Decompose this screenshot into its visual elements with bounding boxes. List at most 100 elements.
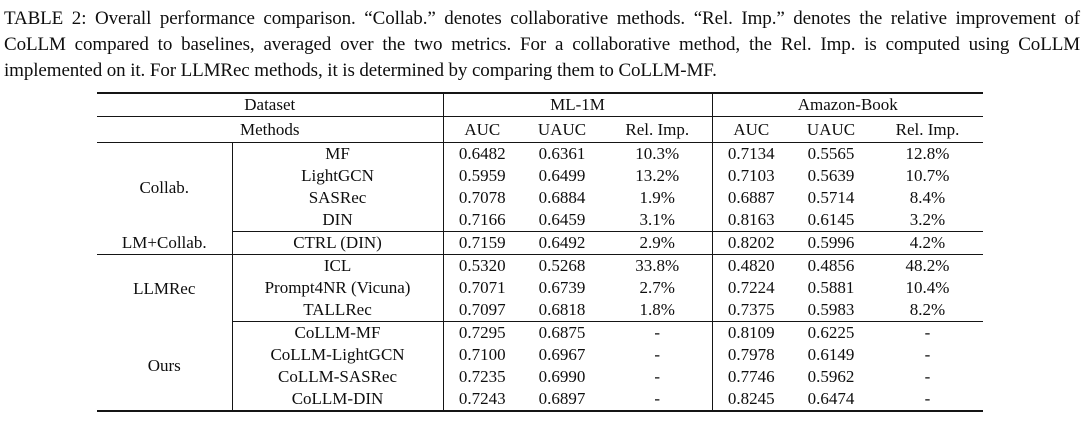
metric-cell: 0.5714 [807,188,855,208]
metric-cell: 0.5881 [807,278,855,298]
method-cell: LightGCN [231,165,444,188]
metric-cell: - [924,367,931,387]
metric-cell: 0.6492 [521,231,604,256]
metric-cell: 0.6149 [807,345,855,365]
amazon-uauc-header: UAUC [790,116,873,144]
metric-cell: 0.7295 [442,321,522,345]
metric-cell: 33.8% [635,256,680,276]
metric-cell: 0.7078 [442,187,522,210]
method-cell: CoLLM-LightGCN [231,344,444,367]
ml1m-relimp-header: Rel. Imp. [603,116,713,144]
metric-cell: 0.5320 [442,254,522,278]
metric-cell: - [654,323,661,343]
metric-cell: 0.5639 [807,166,855,186]
header-row-metrics: Methods AUC UAUC Rel. Imp. AUC UAUC Rel.… [97,116,984,144]
group-cell-collab: Collab. [139,177,190,197]
group-cell-llmrec: LLMRec [133,278,196,298]
metric-cell: 0.5996 [790,231,873,256]
metric-cell: 0.7978 [711,344,791,367]
table-row: TALLRec 0.7097 0.6818 1.8% 0.7375 0.5983… [97,299,984,323]
table-row: DIN 0.7166 0.6459 3.1% 0.8163 0.6145 3.2… [97,209,984,233]
metric-cell: 0.6990 [538,367,586,387]
table-row: CoLLM-SASRec 0.7235 0.6990 - 0.7746 0.59… [97,366,983,389]
table-row: SASRec 0.7078 0.6884 1.9% 0.6887 0.5714 … [97,187,983,210]
metric-cell: 0.6225 [807,323,855,343]
group-cell-lm-collab: LM+Collab. [97,231,232,256]
metric-cell: 0.4856 [807,256,855,276]
metric-cell: 0.7224 [711,277,791,300]
metric-cell: 10.4% [905,278,950,298]
group-cell-ours: Ours [147,356,181,376]
metric-cell: 0.7103 [711,165,791,188]
metric-cell: 1.9% [639,188,675,208]
metric-cell: 0.6875 [538,323,586,343]
metric-cell: 0.7071 [442,277,522,300]
method-cell: CoLLM-SASRec [231,366,444,389]
metric-cell: - [654,367,661,387]
metric-cell: 8.2% [872,299,984,323]
metric-cell: 0.5268 [538,256,586,276]
table-row: Ours CoLLM-MF 0.7295 0.6875 - 0.8109 0.6… [97,321,983,375]
metric-cell: 0.6897 [538,389,586,409]
metric-cell: - [654,389,661,409]
metric-cell: 2.7% [639,278,675,298]
table-row: LLMRec ICL 0.5320 0.5268 33.8% 0.4820 0.… [97,254,983,298]
metric-cell: 0.8109 [711,321,791,345]
metric-cell: 0.5962 [807,367,855,387]
metric-cell: 0.7243 [442,388,522,412]
methods-header-cell: Methods [97,116,444,144]
metric-cell: 0.6145 [790,209,873,233]
table-row: LightGCN 0.5959 0.6499 13.2% 0.7103 0.56… [97,165,983,188]
metric-cell: - [924,389,931,409]
metric-cell: 2.9% [603,231,713,256]
metric-cell: 10.3% [635,144,680,164]
table-caption: TABLE 2: Overall performance comparison.… [4,8,1080,81]
amazon-book-group-header: Amazon-Book [711,93,984,118]
table-row: LM+Collab. CTRL (DIN) 0.7159 0.6492 2.9%… [97,231,984,256]
metric-cell: 4.2% [872,231,984,256]
metric-cell: 0.6482 [442,142,522,166]
metric-cell: 0.7375 [711,299,791,323]
metric-cell: 48.2% [905,256,950,276]
amazon-relimp-header: Rel. Imp. [872,116,984,144]
metric-cell: 0.8163 [711,209,791,233]
metric-cell: 0.6967 [538,345,586,365]
metric-cell: 3.1% [603,209,713,233]
method-cell: ICL [231,254,444,278]
metric-cell: 0.6887 [711,187,791,210]
metric-cell: 0.6361 [538,144,586,164]
metric-cell: 0.7235 [442,366,522,389]
metric-cell: 0.5959 [442,165,522,188]
method-cell: CTRL (DIN) [231,231,444,256]
metric-cell: 0.6818 [521,299,604,323]
method-cell: DIN [231,209,444,233]
metric-cell: 13.2% [635,166,680,186]
metric-cell: 0.6499 [538,166,586,186]
performance-comparison-table: Dataset ML-1M Amazon-Book Methods AUC UA… [97,92,984,413]
method-cell: MF [231,142,444,166]
metric-cell: 0.8202 [711,231,791,256]
metric-cell: 0.7746 [711,366,791,389]
method-cell: CoLLM-DIN [231,388,444,412]
table-row: Prompt4NR (Vicuna) 0.7071 0.6739 2.7% 0.… [97,277,983,300]
metric-cell: 1.8% [603,299,713,323]
header-row-dataset: Dataset ML-1M Amazon-Book [97,93,984,118]
metric-cell: 0.8245 [711,388,791,412]
metric-cell: 0.5565 [807,144,855,164]
metric-cell: 0.7166 [442,209,522,233]
method-cell: Prompt4NR (Vicuna) [231,277,444,300]
metric-cell: 0.5983 [790,299,873,323]
metric-cell: - [654,345,661,365]
ml1m-auc-header: AUC [442,116,522,144]
method-cell: CoLLM-MF [231,321,444,345]
metric-cell: 0.4820 [711,254,791,278]
table-row: Collab. MF 0.6482 0.6361 10.3% 0.7134 0.… [97,142,983,197]
table-row: CoLLM-DIN 0.7243 0.6897 - 0.8245 0.6474 … [97,388,983,412]
metric-cell: - [924,345,931,365]
ml1m-uauc-header: UAUC [521,116,604,144]
table-row: CoLLM-LightGCN 0.7100 0.6967 - 0.7978 0.… [97,344,983,367]
method-cell: TALLRec [231,299,444,323]
metric-cell: 8.4% [909,188,946,208]
metric-cell: - [924,323,931,343]
metric-cell: 0.6459 [521,209,604,233]
